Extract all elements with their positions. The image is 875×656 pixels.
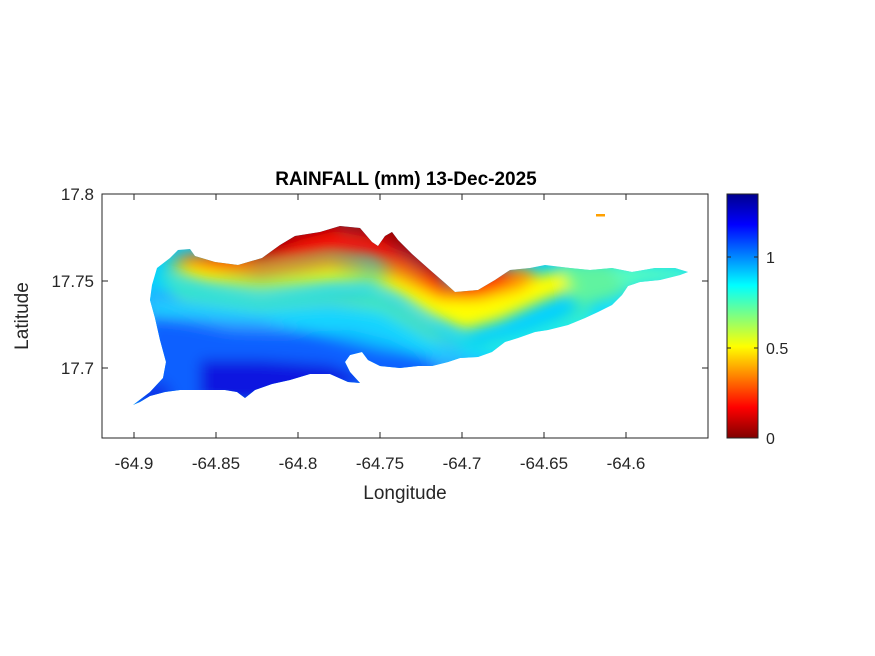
plot-title: RAINFALL (mm) 13-Dec-2025 xyxy=(275,169,537,190)
y-ticks xyxy=(102,193,708,369)
colorbar-tick-label: 0.5 xyxy=(766,341,788,358)
y-axis-label: Latitude xyxy=(12,282,33,350)
colorbar xyxy=(726,193,759,439)
x-axis-label: Longitude xyxy=(363,483,446,504)
colorbar-ticks xyxy=(727,256,758,439)
x-ticks xyxy=(133,194,627,438)
x-tick-label: -64.6 xyxy=(607,454,646,473)
y-tick-label: 17.75 xyxy=(51,272,94,291)
colorbar-tick-label: 0 xyxy=(766,431,775,448)
y-tick-label: 17.7 xyxy=(61,359,94,378)
y-tick-label: 17.8 xyxy=(61,185,94,204)
x-tick-label: -64.9 xyxy=(115,454,154,473)
colorbar-tick-label: 1 xyxy=(766,250,775,267)
x-tick-label: -64.8 xyxy=(279,454,318,473)
x-tick-label: -64.7 xyxy=(443,454,482,473)
offshore-cay xyxy=(596,214,605,217)
x-tick-label: -64.75 xyxy=(356,454,404,473)
x-tick-label: -64.85 xyxy=(192,454,240,473)
x-tick-label: -64.65 xyxy=(520,454,568,473)
